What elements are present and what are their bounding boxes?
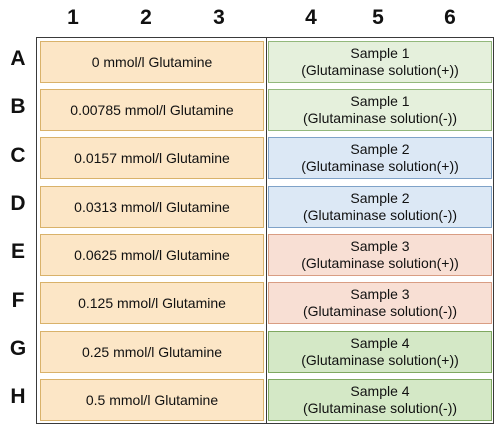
sample-treatment: (Glutaminase solution(-))	[302, 207, 458, 223]
sample-name: Sample 4	[350, 335, 410, 351]
sample-name: Sample 1	[350, 45, 410, 61]
sample-cell-f: Sample 3 (Glutaminase solution(-))	[268, 282, 492, 324]
row-headers: A B C D E F G H	[0, 37, 36, 424]
sample-cell-e: Sample 3 (Glutaminase solution(+))	[268, 234, 492, 276]
sample-treatment: (Glutaminase solution(+))	[301, 62, 459, 78]
sample-cell-g: Sample 4 (Glutaminase solution(+))	[268, 331, 492, 373]
sample-cell-b: Sample 1 (Glutaminase solution(-))	[268, 89, 492, 131]
standard-label: 0.0625 mmol/l Glutamine	[74, 246, 230, 263]
row-header-g: G	[9, 337, 27, 360]
standard-cell-b: 0.00785 mmol/l Glutamine	[40, 89, 264, 131]
standard-label: 0.25 mmol/l Glutamine	[81, 343, 223, 360]
sample-cell-d: Sample 2 (Glutaminase solution(-))	[268, 186, 492, 228]
standard-label: 0 mmol/l Glutamine	[91, 53, 213, 70]
sample-name: Sample 3	[350, 286, 410, 302]
standard-label: 0.5 mmol/l Glutamine	[85, 391, 219, 408]
standard-label: 0.0313 mmol/l Glutamine	[74, 198, 230, 215]
column-header-4: 4	[305, 6, 317, 29]
column-header-6: 6	[444, 6, 456, 29]
row-header-a: A	[10, 47, 26, 70]
row-header-c: C	[10, 144, 26, 167]
row-header-b: B	[10, 95, 26, 118]
sample-treatment: (Glutaminase solution(+))	[301, 352, 459, 368]
standard-label: 0.00785 mmol/l Glutamine	[70, 101, 234, 118]
row-header-e: E	[10, 240, 25, 263]
standard-cell-g: 0.25 mmol/l Glutamine	[40, 331, 264, 373]
sample-cell-a: Sample 1 (Glutaminase solution(+))	[268, 41, 492, 83]
standard-cell-e: 0.0625 mmol/l Glutamine	[40, 234, 264, 276]
sample-name: Sample 4	[350, 383, 410, 399]
sample-cell-c: Sample 2 (Glutaminase solution(+))	[268, 137, 492, 179]
plate-layout: 0 mmol/l Glutamine Sample 1 (Glutaminase…	[36, 37, 494, 424]
sample-treatment: (Glutaminase solution(-))	[302, 110, 458, 126]
standard-cell-a: 0 mmol/l Glutamine	[40, 41, 264, 83]
plate-divider	[266, 38, 267, 423]
sample-name: Sample 2	[350, 141, 410, 157]
sample-name: Sample 2	[350, 190, 410, 206]
column-headers: 1 2 3 4 5 6	[36, 3, 494, 37]
sample-treatment: (Glutaminase solution(-))	[302, 400, 458, 416]
standard-cell-f: 0.125 mmol/l Glutamine	[40, 282, 264, 324]
sample-cell-h: Sample 4 (Glutaminase solution(-))	[268, 379, 492, 421]
column-header-1: 1	[67, 6, 79, 29]
standard-cell-d: 0.0313 mmol/l Glutamine	[40, 186, 264, 228]
standard-label: 0.0157 mmol/l Glutamine	[74, 149, 230, 166]
column-header-5: 5	[372, 6, 384, 29]
sample-treatment: (Glutaminase solution(+))	[301, 158, 459, 174]
row-header-d: D	[10, 192, 26, 215]
sample-name: Sample 1	[350, 93, 410, 109]
column-header-2: 2	[140, 6, 152, 29]
row-header-f: F	[11, 289, 25, 312]
standard-label: 0.125 mmol/l Glutamine	[78, 294, 226, 311]
row-header-h: H	[10, 385, 26, 408]
sample-treatment: (Glutaminase solution(-))	[302, 303, 458, 319]
sample-treatment: (Glutaminase solution(+))	[301, 255, 459, 271]
column-header-3: 3	[213, 6, 225, 29]
standard-cell-h: 0.5 mmol/l Glutamine	[40, 379, 264, 421]
standard-cell-c: 0.0157 mmol/l Glutamine	[40, 137, 264, 179]
sample-name: Sample 3	[350, 238, 410, 254]
